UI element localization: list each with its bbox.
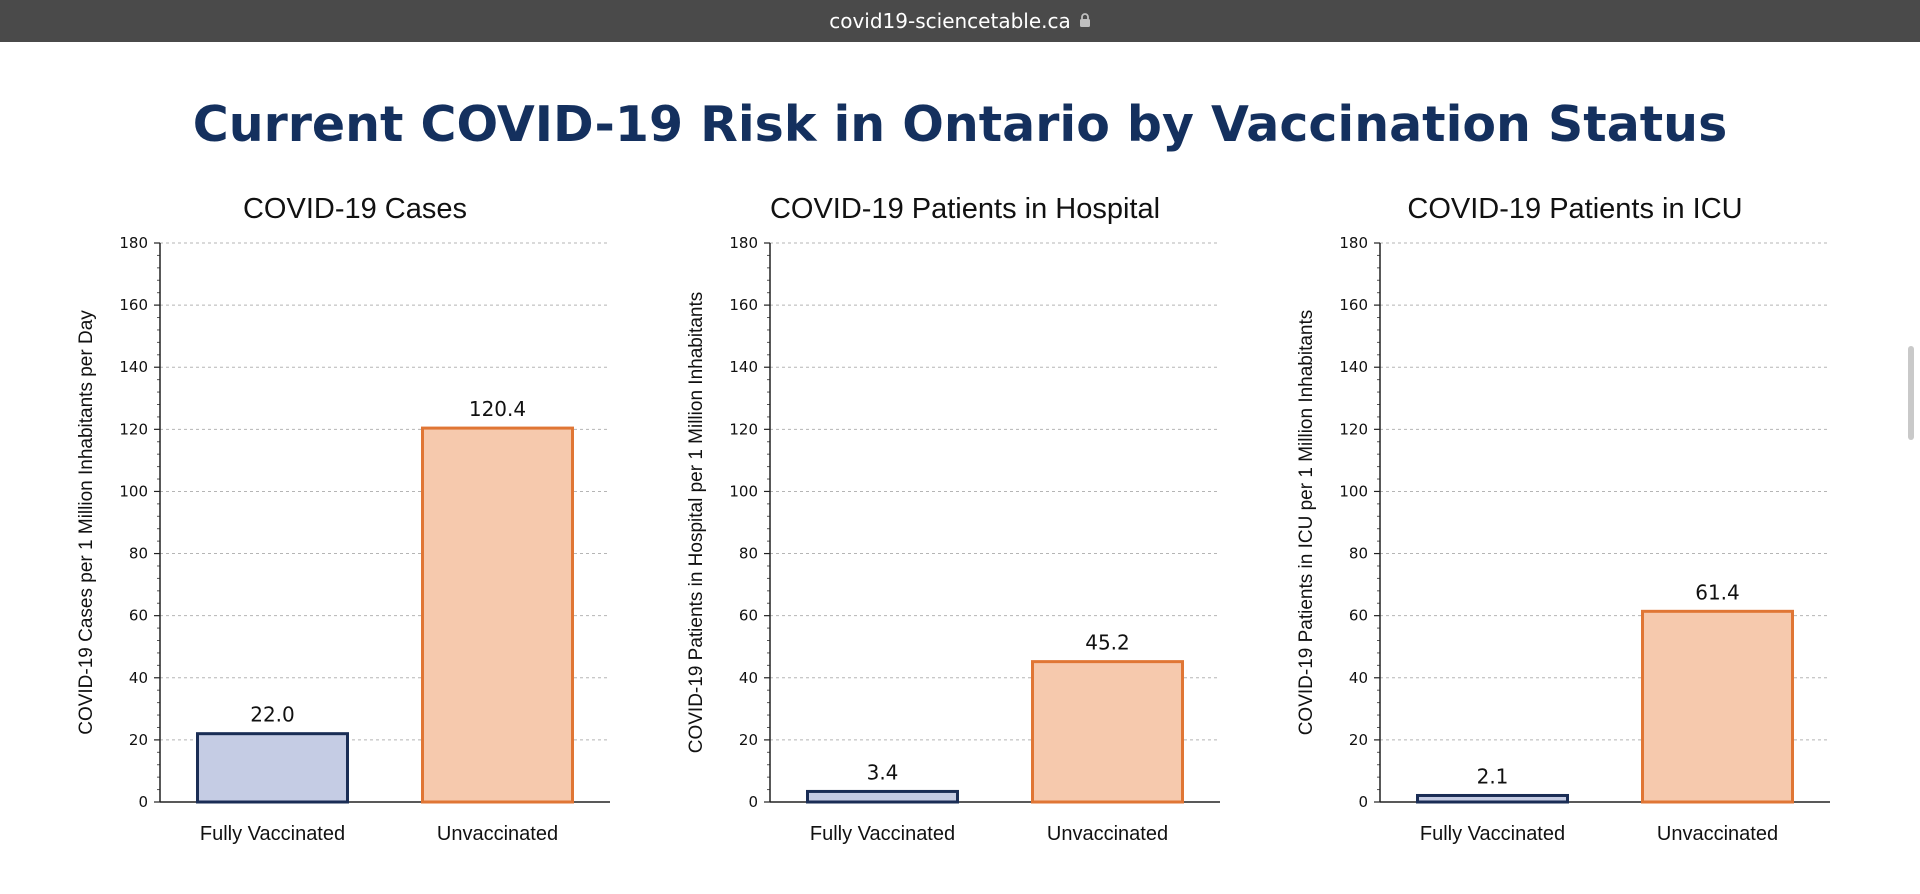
chart-title: COVID-19 Cases <box>243 193 467 225</box>
y-tick-label: 180 <box>119 234 148 252</box>
x-category-label: Unvaccinated <box>1047 823 1168 845</box>
data-label: 61.4 <box>1695 580 1740 604</box>
y-tick-label: 60 <box>1349 607 1368 625</box>
data-label: 22.0 <box>250 703 295 727</box>
chart-title: COVID-19 Patients in Hospital <box>770 193 1160 225</box>
chart-svg: COVID-19 Cases 0 20 40 60 80 100 120 140 160 180 CO… <box>76 193 610 845</box>
y-tick-label: 180 <box>1339 234 1368 252</box>
y-tick-label: 20 <box>1349 731 1368 749</box>
y-tick-label: 160 <box>729 296 758 314</box>
chart-title: COVID-19 Patients in ICU <box>1407 193 1742 225</box>
y-tick-label: 20 <box>739 731 758 749</box>
chart-svg: COVID-19 Patients in Hospital 0 20 40 60 80 10… <box>686 193 1220 845</box>
y-tick-label: 120 <box>729 420 758 438</box>
y-tick-label: 20 <box>129 731 148 749</box>
y-tick-label: 180 <box>729 234 758 252</box>
url-text[interactable]: covid19-sciencetable.ca <box>829 9 1071 33</box>
y-tick-label: 0 <box>1358 793 1368 811</box>
data-label: 2.1 <box>1477 764 1509 788</box>
chart-hospital: COVID-19 Patients in Hospital 0 20 40 60 80 10… <box>680 180 1290 860</box>
x-category-label: Fully Vaccinated <box>200 823 345 845</box>
y-tick-label: 80 <box>1349 545 1368 563</box>
y-tick-label: 80 <box>739 545 758 563</box>
y-tick-label: 0 <box>748 793 758 811</box>
y-tick-label: 140 <box>119 358 148 376</box>
browser-url-bar[interactable]: covid19-sciencetable.ca <box>0 0 1920 42</box>
y-axis-label: COVID-19 Patients in ICU per 1 Million I… <box>1296 310 1317 736</box>
y-tick-label: 160 <box>119 296 148 314</box>
page-title: Current COVID-19 Risk in Ontario by Vacc… <box>192 96 1728 153</box>
y-axis-label: COVID-19 Cases per 1 Million Inhabitants… <box>76 310 97 735</box>
x-category-label: Unvaccinated <box>1657 823 1778 845</box>
x-category-label: Fully Vaccinated <box>1420 823 1565 845</box>
bar-unvaccinated <box>421 426 574 804</box>
chart-icu: COVID-19 Patients in ICU 0 20 40 60 80 100 120 1… <box>1290 180 1900 860</box>
bar-fully-vaccinated <box>1416 793 1569 804</box>
data-label: 45.2 <box>1085 631 1130 655</box>
y-tick-label: 60 <box>129 607 148 625</box>
x-category-label: Fully Vaccinated <box>810 823 955 845</box>
y-tick-label: 40 <box>129 669 148 687</box>
y-tick-label: 100 <box>119 482 148 500</box>
y-tick-label: 40 <box>739 669 758 687</box>
y-tick-label: 100 <box>729 482 758 500</box>
y-tick-label: 60 <box>739 607 758 625</box>
y-tick-label: 40 <box>1349 669 1368 687</box>
y-tick-label: 120 <box>1339 420 1368 438</box>
y-axis-label: COVID-19 Patients in Hospital per 1 Mill… <box>686 292 707 754</box>
bar-fully-vaccinated <box>196 732 349 804</box>
bar-unvaccinated <box>1031 660 1184 804</box>
y-tick-label: 140 <box>1339 358 1368 376</box>
lock-icon <box>1079 9 1091 33</box>
chart-cases: COVID-19 Cases 0 20 40 60 80 100 120 140 160 180 CO… <box>70 180 680 860</box>
y-tick-label: 120 <box>119 420 148 438</box>
bar-fully-vaccinated <box>806 789 959 804</box>
y-tick-label: 160 <box>1339 296 1368 314</box>
data-label: 120.4 <box>469 397 526 421</box>
y-tick-label: 80 <box>129 545 148 563</box>
y-tick-label: 100 <box>1339 482 1368 500</box>
y-tick-label: 0 <box>138 793 148 811</box>
chart-svg: COVID-19 Patients in ICU 0 20 40 60 80 100 120 1… <box>1296 193 1830 845</box>
y-tick-label: 140 <box>729 358 758 376</box>
bar-unvaccinated <box>1641 609 1794 804</box>
data-label: 3.4 <box>867 760 899 784</box>
scrollbar-thumb[interactable] <box>1908 346 1914 440</box>
x-category-label: Unvaccinated <box>437 823 558 845</box>
